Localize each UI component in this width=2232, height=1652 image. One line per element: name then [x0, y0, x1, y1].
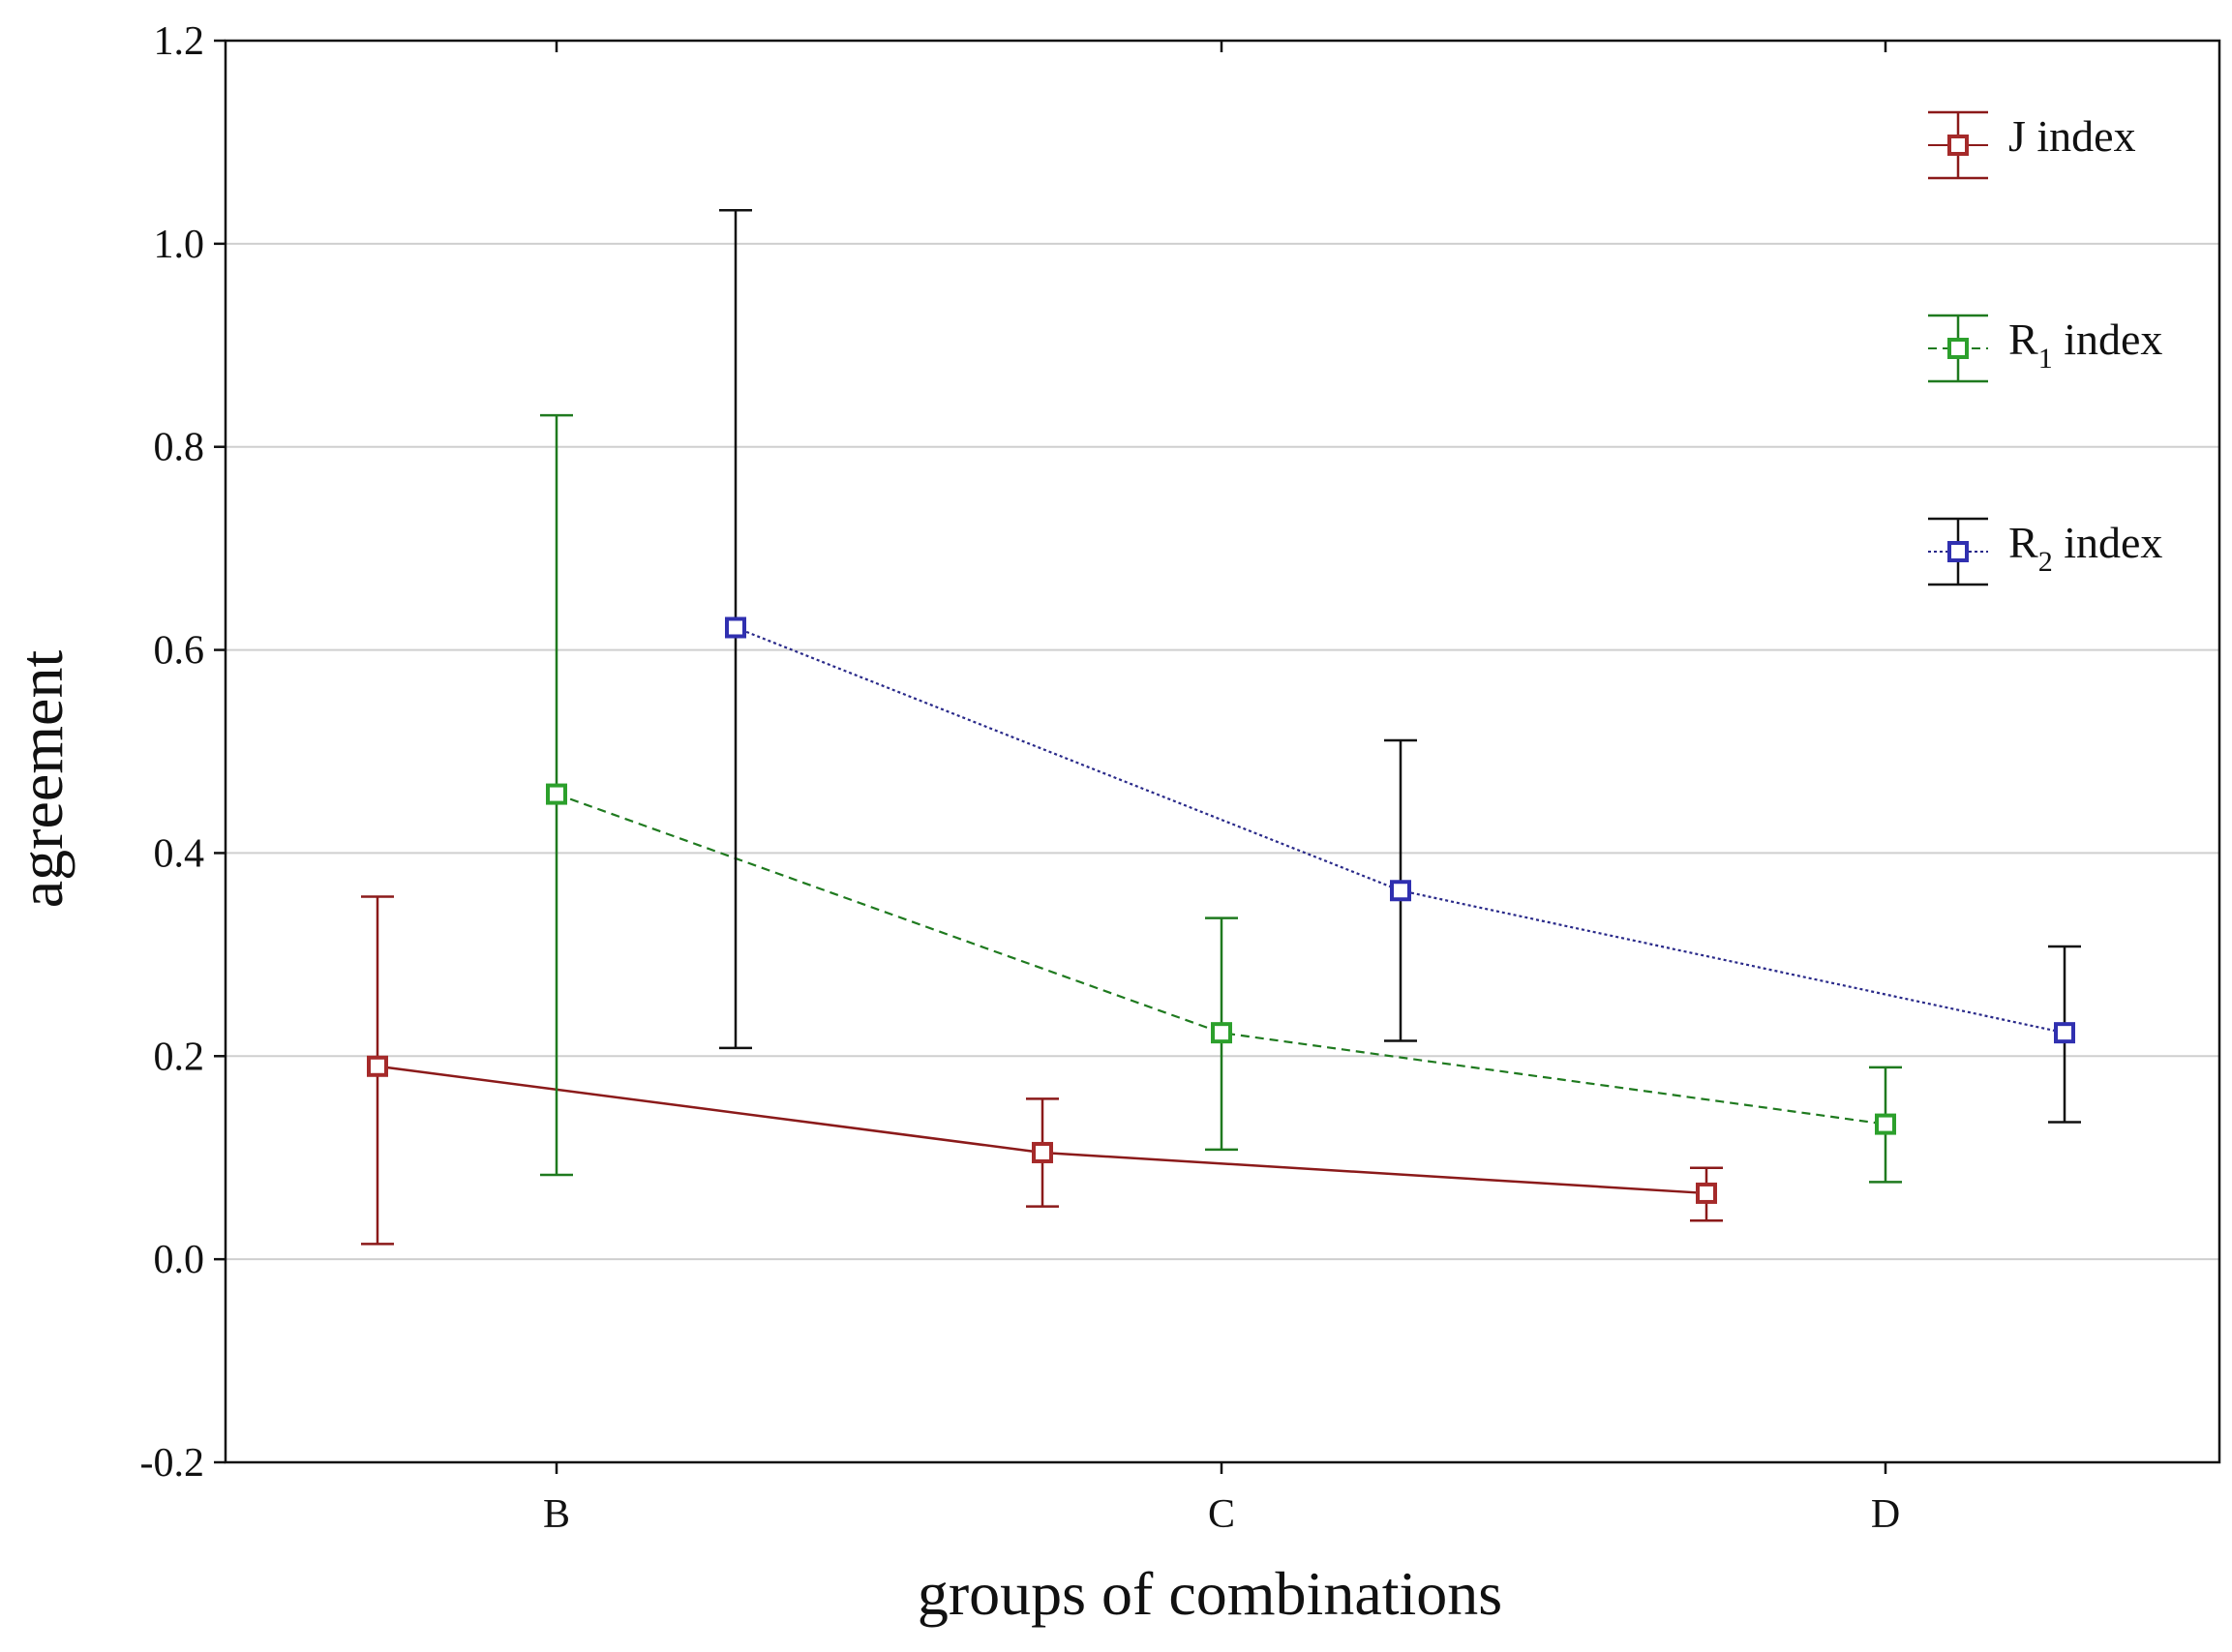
legend-label: R1 index [2008, 315, 2162, 375]
data-point [367, 1055, 388, 1077]
series-layer [361, 208, 2081, 1246]
y-tick-label: 0.4 [154, 831, 205, 876]
y-axis-title: agreement [7, 650, 75, 909]
legend-label-subscript: 2 [2038, 546, 2053, 578]
legend-marker [1947, 338, 1969, 359]
legend-label: J index [2008, 111, 2136, 161]
data-point [1211, 1022, 1232, 1044]
x-tick-label: C [1208, 1492, 1235, 1537]
data-point [1390, 880, 1411, 902]
legend-entry-1: J index [1928, 110, 2136, 180]
legend-label-tail: index [2053, 518, 2163, 567]
y-tick-label: 1.2 [154, 19, 205, 64]
legend-label-main: J index [2008, 111, 2136, 161]
legend-label-main: R [2008, 518, 2038, 567]
data-point [546, 783, 567, 805]
data-point [1875, 1113, 1896, 1135]
y-tick-label: 0.0 [154, 1238, 205, 1282]
legend-marker [1947, 541, 1969, 562]
y-tick-label: 0.6 [154, 629, 205, 674]
series-line [556, 793, 1886, 1126]
series-3 [719, 208, 2081, 1124]
legend-marker [1947, 135, 1969, 156]
axes-layer: -0.2 0.0 0.2 0.4 0.6 0.8 1.0 1.2 B C D [140, 19, 2221, 1537]
y-tick-label: 0.2 [154, 1035, 205, 1079]
series-1 [361, 895, 1723, 1246]
legend-label-main: R [2008, 315, 2038, 364]
data-point [2054, 1022, 2075, 1044]
x-tick-label: B [543, 1492, 570, 1537]
y-tick-label: 1.0 [154, 223, 205, 267]
grid-layer [226, 242, 2219, 1261]
series-2 [540, 413, 1902, 1184]
x-axis-title: groups of combinations [918, 1559, 1502, 1628]
legend-entry-2: R1 index [1928, 314, 2162, 383]
legend-label-tail: index [2053, 315, 2163, 364]
data-point [1696, 1182, 1717, 1204]
y-tick-label: 0.8 [154, 426, 205, 470]
legend-label-subscript: 1 [2038, 343, 2053, 375]
legend-label: R2 index [2008, 518, 2162, 578]
x-tick-label: D [1871, 1492, 1900, 1537]
y-tick-label: -0.2 [140, 1441, 205, 1486]
data-point [725, 616, 746, 639]
data-point [1032, 1141, 1053, 1163]
legend-entry-3: R2 index [1928, 517, 2162, 586]
